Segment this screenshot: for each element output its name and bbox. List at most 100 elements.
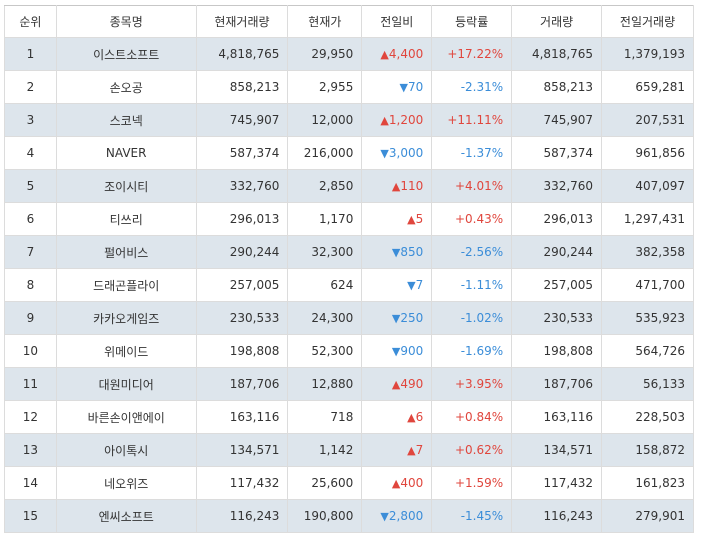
stock-name-link[interactable]: 스코넥 — [55, 103, 197, 137]
current-price-cell: 52,300 — [287, 334, 363, 368]
header-current-volume: 현재거래량 — [195, 5, 289, 38]
up-arrow-icon: ▲ — [391, 180, 401, 193]
table-row: 2 손오공 858,213 2,955 ▼70 -2.31% 858,213 659,281 — [4, 70, 694, 104]
stock-name-link[interactable]: 손오공 — [55, 70, 197, 104]
current-volume-cell: 116,243 — [195, 499, 289, 533]
change-value: 110 — [400, 179, 424, 193]
current-volume-cell: 134,571 — [195, 433, 289, 467]
stock-name-link[interactable]: 이스트소프트 — [55, 37, 197, 71]
change-value: 900 — [400, 344, 424, 358]
volume-cell: 296,013 — [511, 202, 603, 236]
stock-name-link[interactable]: 위메이드 — [55, 334, 197, 368]
table-container: 순위 종목명 현재거래량 현재가 전일비 등락률 거래량 전일거래량 1 이스트소… — [4, 5, 694, 533]
stock-name-link[interactable]: 엔씨소프트 — [55, 499, 197, 533]
prev-volume-cell: 407,097 — [601, 169, 694, 203]
up-arrow-icon: ▲ — [380, 48, 389, 61]
prev-volume-cell: 382,358 — [601, 235, 694, 269]
prev-volume-cell: 659,281 — [601, 70, 694, 104]
current-price-cell: 624 — [287, 268, 363, 302]
current-price-cell: 12,880 — [287, 367, 363, 401]
change-value: 4,400 — [388, 47, 424, 61]
prev-volume-cell: 564,726 — [601, 334, 694, 368]
current-volume-cell: 4,818,765 — [195, 37, 289, 71]
rank-cell: 4 — [4, 136, 57, 170]
change-value: 850 — [400, 245, 424, 259]
change-cell: ▼2,800 — [361, 499, 433, 533]
current-price-cell: 32,300 — [287, 235, 363, 269]
down-arrow-icon: ▼ — [399, 81, 408, 94]
stock-name-link[interactable]: 드래곤플라이 — [55, 268, 197, 302]
volume-cell: 116,243 — [511, 499, 603, 533]
prev-volume-cell: 1,297,431 — [601, 202, 694, 236]
change-cell: ▲110 — [361, 169, 433, 203]
current-volume-cell: 187,706 — [195, 367, 289, 401]
change-cell: ▲5 — [361, 202, 433, 236]
current-price-cell: 1,170 — [287, 202, 363, 236]
current-price-cell: 2,955 — [287, 70, 363, 104]
change-cell: ▲490 — [361, 367, 433, 401]
current-volume-cell: 117,432 — [195, 466, 289, 500]
header-volume: 거래량 — [511, 5, 603, 38]
up-arrow-icon: ▲ — [407, 213, 416, 226]
rank-cell: 7 — [4, 235, 57, 269]
current-price-cell: 25,600 — [287, 466, 363, 500]
current-volume-cell: 296,013 — [195, 202, 289, 236]
stock-name-link[interactable]: 펄어비스 — [55, 235, 197, 269]
rank-cell: 8 — [4, 268, 57, 302]
volume-cell: 290,244 — [511, 235, 603, 269]
stock-name-link[interactable]: 대원미디어 — [55, 367, 197, 401]
change-cell: ▲6 — [361, 400, 433, 434]
volume-cell: 332,760 — [511, 169, 603, 203]
volume-cell: 587,374 — [511, 136, 603, 170]
change-rate-cell: -2.31% — [431, 70, 513, 104]
change-cell: ▲400 — [361, 466, 433, 500]
stock-name-link[interactable]: 카카오게임즈 — [55, 301, 197, 335]
table-row: 5 조이시티 332,760 2,850 ▲110 +4.01% 332,760 407,09… — [4, 169, 694, 203]
change-rate-cell: -1.11% — [431, 268, 513, 302]
change-cell: ▼70 — [361, 70, 433, 104]
current-price-cell: 12,000 — [287, 103, 363, 137]
change-cell: ▼850 — [361, 235, 433, 269]
change-value: 3,000 — [388, 146, 424, 160]
stock-name-link[interactable]: 아이톡시 — [55, 433, 197, 467]
table-row: 1 이스트소프트 4,818,765 29,950 ▲4,400 +17.22% 4,818… — [4, 37, 694, 71]
change-rate-cell: +11.11% — [431, 103, 513, 137]
table-row: 7 펄어비스 290,244 32,300 ▼850 -2.56% 290,244 382,3… — [4, 235, 694, 269]
up-arrow-icon: ▲ — [391, 477, 401, 490]
current-volume-cell: 587,374 — [195, 136, 289, 170]
prev-volume-cell: 961,856 — [601, 136, 694, 170]
up-arrow-icon: ▲ — [380, 114, 389, 127]
volume-cell: 117,432 — [511, 466, 603, 500]
prev-volume-cell: 158,872 — [601, 433, 694, 467]
current-volume-cell: 858,213 — [195, 70, 289, 104]
prev-volume-cell: 207,531 — [601, 103, 694, 137]
down-arrow-icon: ▼ — [391, 312, 401, 325]
change-cell: ▼7 — [361, 268, 433, 302]
change-value: 2,800 — [388, 509, 424, 523]
stock-name-link[interactable]: 바른손이앤에이 — [55, 400, 197, 434]
current-price-cell: 216,000 — [287, 136, 363, 170]
stock-name-link[interactable]: 네오위즈 — [55, 466, 197, 500]
current-price-cell: 2,850 — [287, 169, 363, 203]
stock-name-link[interactable]: 조이시티 — [55, 169, 197, 203]
stock-name-link[interactable]: 티쓰리 — [55, 202, 197, 236]
stock-name-link[interactable]: NAVER — [55, 136, 197, 170]
table-row: 3 스코넥 745,907 12,000 ▲1,200 +11.11% 745,907 207… — [4, 103, 694, 137]
down-arrow-icon: ▼ — [380, 510, 389, 523]
table-row: 14 네오위즈 117,432 25,600 ▲400 +1.59% 117,432 161,… — [4, 466, 694, 500]
current-price-cell: 1,142 — [287, 433, 363, 467]
down-arrow-icon: ▼ — [380, 147, 389, 160]
current-volume-cell: 257,005 — [195, 268, 289, 302]
volume-cell: 163,116 — [511, 400, 603, 434]
up-arrow-icon: ▲ — [407, 411, 416, 424]
change-value: 70 — [407, 80, 424, 94]
change-value: 250 — [400, 311, 424, 325]
current-volume-cell: 332,760 — [195, 169, 289, 203]
prev-volume-cell: 279,901 — [601, 499, 694, 533]
change-rate-cell: -1.69% — [431, 334, 513, 368]
volume-cell: 745,907 — [511, 103, 603, 137]
rank-cell: 6 — [4, 202, 57, 236]
header-rank: 순위 — [4, 5, 57, 38]
rank-cell: 9 — [4, 301, 57, 335]
table-row: 9 카카오게임즈 230,533 24,300 ▼250 -1.02% 230,533 535… — [4, 301, 694, 335]
